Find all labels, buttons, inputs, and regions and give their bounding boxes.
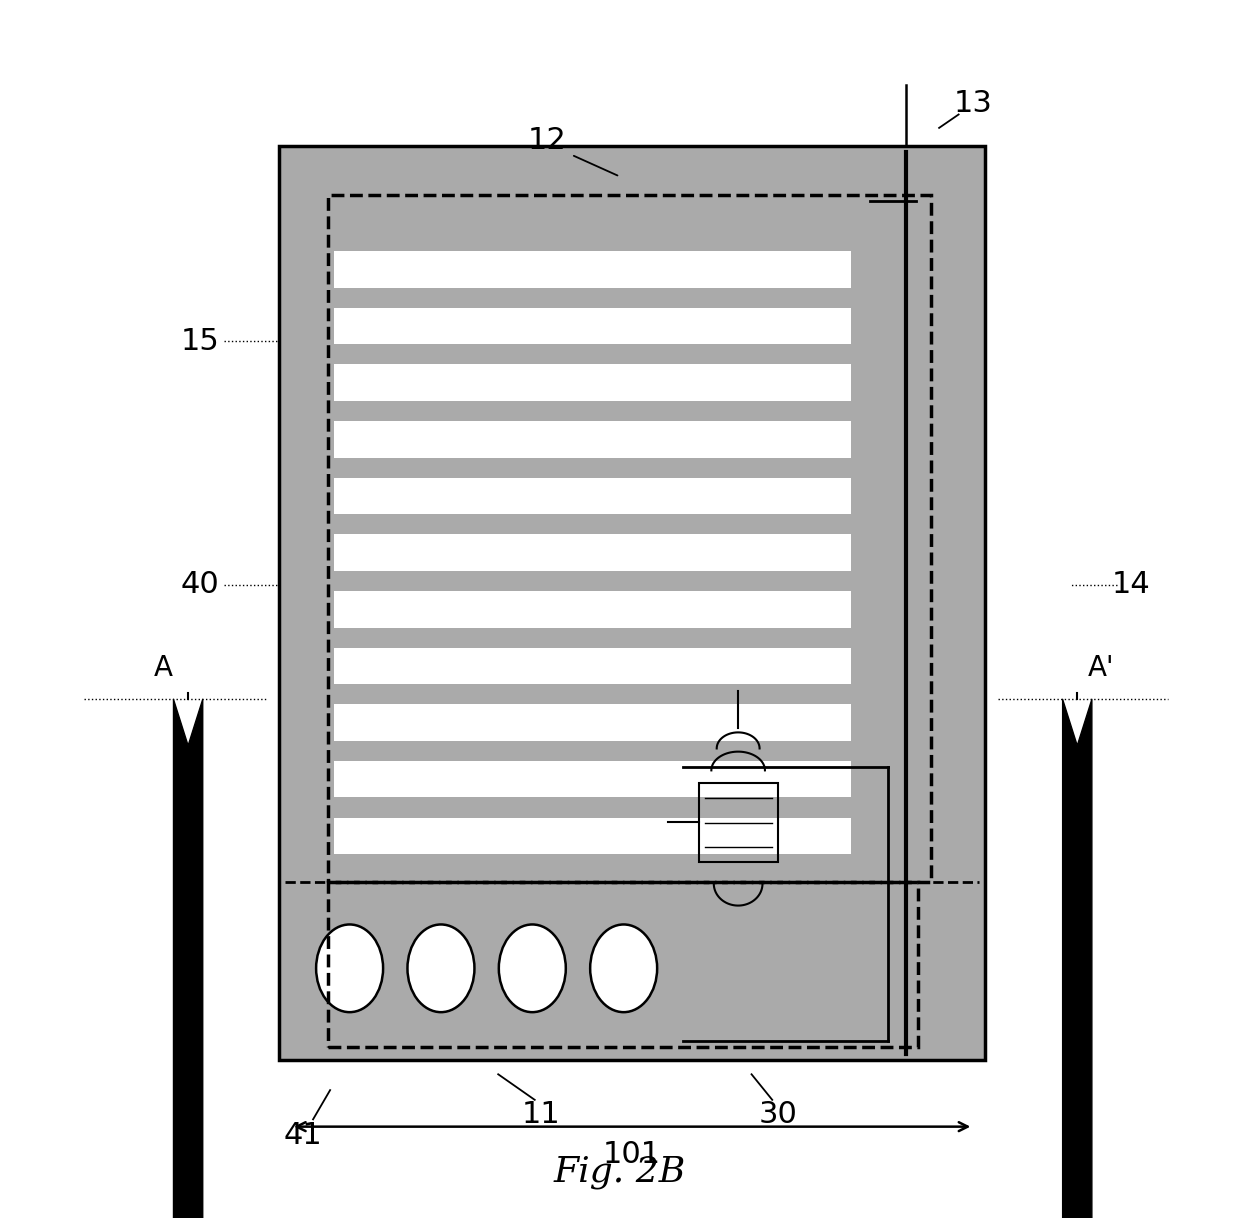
Bar xyxy=(327,882,919,1047)
Text: A: A xyxy=(154,654,172,682)
Ellipse shape xyxy=(316,924,383,1012)
Bar xyxy=(698,783,777,862)
Bar xyxy=(334,421,852,458)
Bar xyxy=(334,364,852,401)
Bar xyxy=(334,591,852,627)
Bar xyxy=(334,648,852,685)
Ellipse shape xyxy=(498,924,565,1012)
Bar xyxy=(334,817,852,854)
Bar xyxy=(334,251,852,287)
Text: 13: 13 xyxy=(954,89,993,118)
Bar xyxy=(334,761,852,798)
Text: 12: 12 xyxy=(527,125,567,155)
Text: Fig. 2B: Fig. 2B xyxy=(554,1155,686,1189)
Bar xyxy=(334,308,852,345)
Ellipse shape xyxy=(590,924,657,1012)
Text: 11: 11 xyxy=(522,1100,560,1129)
Text: 15: 15 xyxy=(180,326,219,356)
Bar xyxy=(279,146,986,1060)
Bar xyxy=(327,195,930,882)
Bar xyxy=(334,704,852,741)
Text: 30: 30 xyxy=(759,1100,797,1129)
Ellipse shape xyxy=(408,924,475,1012)
Text: 40: 40 xyxy=(180,570,219,599)
Text: 101: 101 xyxy=(603,1140,661,1169)
Bar xyxy=(334,477,852,514)
Text: A': A' xyxy=(1087,654,1115,682)
Text: 14: 14 xyxy=(1112,570,1151,599)
Text: 41: 41 xyxy=(284,1121,322,1150)
Bar xyxy=(334,535,852,571)
